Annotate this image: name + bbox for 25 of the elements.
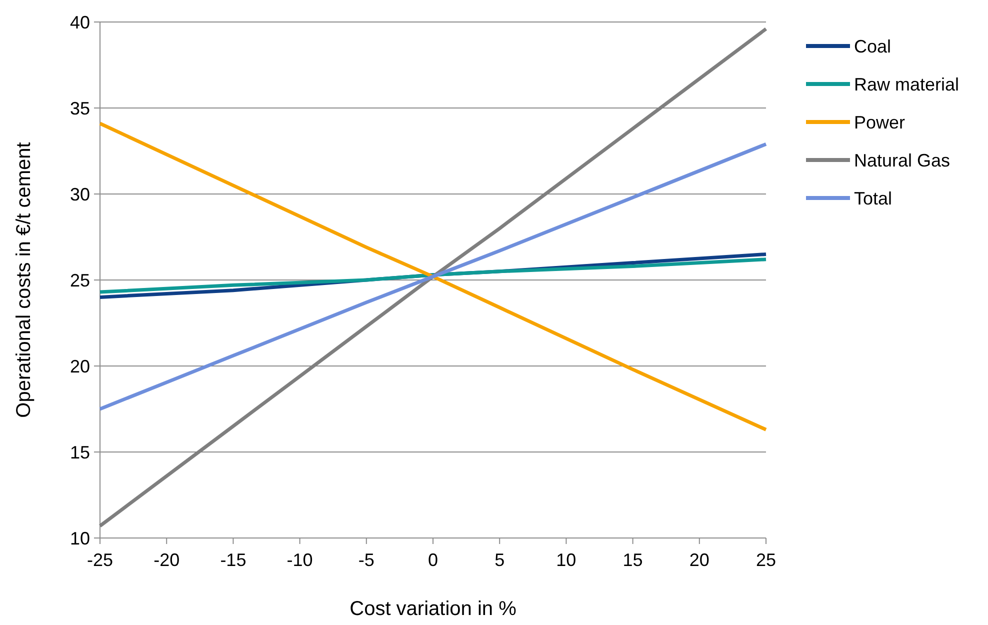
x-tick-label: 0 (428, 550, 438, 570)
legend-label: Raw material (854, 74, 960, 94)
legend-label: Coal (854, 36, 892, 56)
y-tick-label: 15 (70, 442, 90, 462)
legend-label: Total (854, 188, 892, 208)
legend-label: Power (854, 112, 906, 132)
x-tick-label: -5 (358, 550, 374, 570)
x-axis-title: Cost variation in % (350, 598, 517, 620)
y-tick-label: 35 (70, 98, 90, 118)
y-tick-label: 20 (70, 356, 90, 376)
x-tick-label: -10 (286, 550, 313, 570)
x-tick-label: -15 (220, 550, 246, 570)
x-tick-label: -25 (86, 550, 114, 570)
legend-label: Natural Gas (854, 150, 950, 170)
x-tick-label: 15 (622, 550, 643, 570)
y-tick-label: 30 (70, 184, 90, 204)
x-tick-label: 25 (756, 550, 776, 570)
x-tick-label: 10 (556, 550, 576, 570)
y-tick-label: 40 (70, 12, 90, 32)
x-tick-label: -20 (154, 550, 180, 570)
x-tick-label: 20 (689, 550, 710, 570)
y-tick-label: 10 (70, 528, 90, 548)
y-axis-title: Operational costs in €/t cement (13, 142, 35, 418)
x-tick-label: 5 (494, 550, 505, 570)
y-tick-label: 25 (70, 270, 90, 290)
